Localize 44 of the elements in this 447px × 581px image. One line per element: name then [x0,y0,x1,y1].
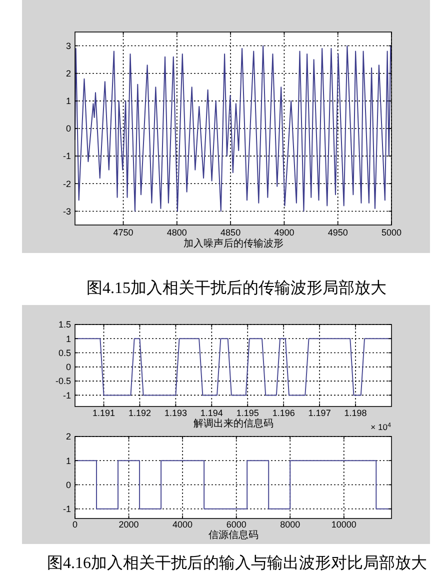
y-tick-label: 1 [66,334,71,344]
y-tick-label: -0.5 [55,376,71,386]
y-tick-label: 1 [66,96,71,106]
x-tick-label: 4000 [172,520,193,530]
x-tick-label: 1.191 [92,408,116,418]
x-tick-label: 4850 [220,228,241,238]
y-tick-label: 2 [66,432,71,442]
text: × 10$^{4}$ [370,422,392,432]
x-tick-label: 10000 [331,520,356,530]
x-axis-title: 信源信息码 [208,529,258,541]
x-tick-label: 4800 [166,228,187,238]
y-tick-label: 0 [66,124,71,134]
y-tick-label: -2 [62,178,71,189]
x-tick-label: 1.193 [164,408,187,418]
x-tick-label: 4750 [113,228,134,238]
y-tick-label: -1 [62,504,71,514]
x-tick-label: 1.198 [344,408,367,418]
x-tick-label: 2000 [118,520,139,530]
x-tick-label: 6000 [226,520,246,530]
y-tick-label: 1.5 [58,320,71,330]
x-axis-title: 加入噪声后的传输波形 [183,238,284,250]
y-tick-label: 3 [66,40,71,51]
x-tick-label: 4900 [274,228,294,238]
y-tick-label: -3 [62,206,71,216]
x-tick-label: 1.195 [236,408,259,418]
y-tick-label: 0.5 [58,348,71,358]
y-tick-label: -1 [62,151,71,162]
x-tick-label: 1.197 [308,408,331,418]
x-tick-label: 1.192 [128,408,152,418]
x-tick-label: 4950 [328,228,348,238]
caption: 图4.15加入相关干扰后的传输波形局部放大 [86,279,386,297]
x-tick-label: 8000 [280,520,300,530]
x-tick-label: 1.194 [200,408,223,418]
caption: 图4.16加入相关干扰后的输入与输出波形对比局部放大 [47,554,427,572]
y-tick-label: 1 [66,456,71,466]
x-tick-label: 1.196 [272,408,295,418]
y-tick-label: 2 [66,68,71,79]
x-axis-title: 解调出来的信息码 [193,418,274,430]
x-tick-label: 0 [72,520,78,530]
y-tick-label: 0 [66,480,71,490]
x-tick-label: 5000 [381,228,402,238]
y-tick-label: -1 [62,390,71,400]
line-series [74,45,392,212]
y-tick-label: 0 [66,362,71,372]
